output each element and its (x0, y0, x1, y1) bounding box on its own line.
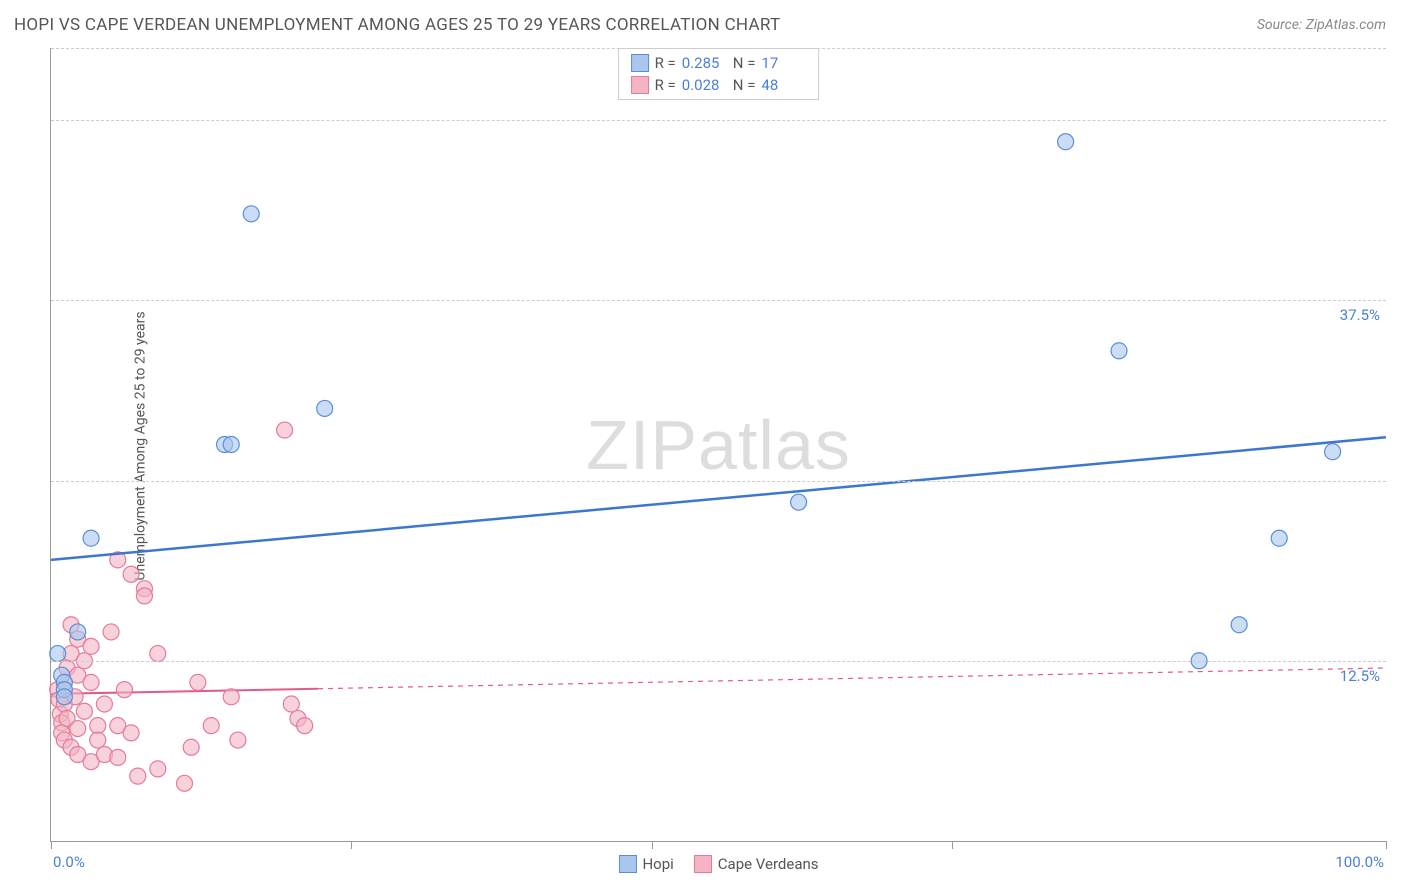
chart-source: Source: ZipAtlas.com (1257, 17, 1386, 33)
legend-label-capeverdeans: Cape Verdeans (718, 855, 819, 873)
data-point-cape-verdeans (150, 761, 166, 777)
xtick-mark (351, 841, 352, 849)
xtick-mark (652, 841, 653, 849)
data-point-cape-verdeans (203, 718, 219, 734)
legend-n-label: N = (733, 76, 756, 94)
data-point-hopi (56, 689, 72, 705)
legend-r-label: R = (655, 76, 676, 94)
data-point-hopi (1231, 617, 1247, 633)
legend-n-value-capeverdeans: 48 (761, 76, 806, 94)
gridline-h (51, 481, 1386, 482)
data-point-cape-verdeans (230, 732, 246, 748)
xtick-label-max: 100.0% (1335, 853, 1384, 871)
data-point-hopi (223, 437, 239, 453)
gridline-h (51, 300, 1386, 301)
data-point-hopi (317, 400, 333, 416)
data-point-hopi (50, 646, 66, 662)
data-point-cape-verdeans (110, 749, 126, 765)
data-point-cape-verdeans (83, 674, 99, 690)
legend-r-label: R = (655, 54, 676, 72)
ytick-label: 12.5% (1340, 667, 1380, 685)
data-point-hopi (1271, 530, 1287, 546)
data-point-cape-verdeans (90, 732, 106, 748)
legend-n-label: N = (733, 54, 756, 72)
series-legend: Hopi Cape Verdeans (618, 855, 818, 873)
legend-label-hopi: Hopi (642, 855, 673, 873)
legend-swatch-hopi (618, 855, 636, 873)
data-point-cape-verdeans (123, 725, 139, 741)
data-point-cape-verdeans (297, 718, 313, 734)
plot-svg (51, 48, 1386, 841)
data-point-cape-verdeans (183, 739, 199, 755)
data-point-cape-verdeans (103, 624, 119, 640)
ytick-label: 37.5% (1340, 306, 1380, 324)
xtick-mark (51, 841, 52, 849)
data-point-hopi (243, 206, 259, 222)
data-point-cape-verdeans (116, 682, 132, 698)
data-point-hopi (83, 530, 99, 546)
data-point-hopi (70, 624, 86, 640)
data-point-cape-verdeans (83, 638, 99, 654)
legend-swatch-capeverdeans (694, 855, 712, 873)
data-point-hopi (791, 494, 807, 510)
data-point-cape-verdeans (90, 718, 106, 734)
gridline-h (51, 120, 1386, 121)
data-point-cape-verdeans (150, 646, 166, 662)
xtick-label-min: 0.0% (53, 853, 85, 871)
correlation-legend: R = 0.285 N = 17 R = 0.028 N = 48 (618, 48, 820, 100)
xtick-mark (952, 841, 953, 849)
chart-plot-area: ZIPatlas R = 0.285 N = 17 R = 0.028 N = … (50, 48, 1386, 842)
data-point-cape-verdeans (283, 696, 299, 712)
data-point-cape-verdeans (190, 674, 206, 690)
data-point-hopi (1058, 134, 1074, 150)
legend-r-value-hopi: 0.285 (682, 54, 727, 72)
trendline-dashed-cape-verdeans (318, 668, 1386, 689)
trendline-hopi (51, 437, 1386, 560)
data-point-cape-verdeans (177, 775, 193, 791)
legend-row-hopi: R = 0.285 N = 17 (619, 52, 819, 74)
legend-r-value-capeverdeans: 0.028 (682, 76, 727, 94)
xtick-mark (1386, 841, 1387, 849)
legend-row-capeverdeans: R = 0.028 N = 48 (619, 74, 819, 96)
legend-item-hopi: Hopi (618, 855, 673, 873)
data-point-hopi (1325, 444, 1341, 460)
data-point-cape-verdeans (223, 689, 239, 705)
legend-swatch-capeverdeans (631, 76, 649, 94)
legend-n-value-hopi: 17 (761, 54, 806, 72)
chart-title: HOPI VS CAPE VERDEAN UNEMPLOYMENT AMONG … (14, 15, 780, 35)
data-point-cape-verdeans (277, 422, 293, 438)
legend-item-capeverdeans: Cape Verdeans (694, 855, 819, 873)
data-point-cape-verdeans (70, 721, 86, 737)
data-point-cape-verdeans (136, 588, 152, 604)
data-point-cape-verdeans (123, 566, 139, 582)
data-point-cape-verdeans (76, 703, 92, 719)
gridline-h (51, 661, 1386, 662)
data-point-cape-verdeans (130, 768, 146, 784)
chart-header: HOPI VS CAPE VERDEAN UNEMPLOYMENT AMONG … (0, 0, 1406, 40)
data-point-hopi (1111, 343, 1127, 359)
legend-swatch-hopi (631, 54, 649, 72)
data-point-cape-verdeans (96, 696, 112, 712)
